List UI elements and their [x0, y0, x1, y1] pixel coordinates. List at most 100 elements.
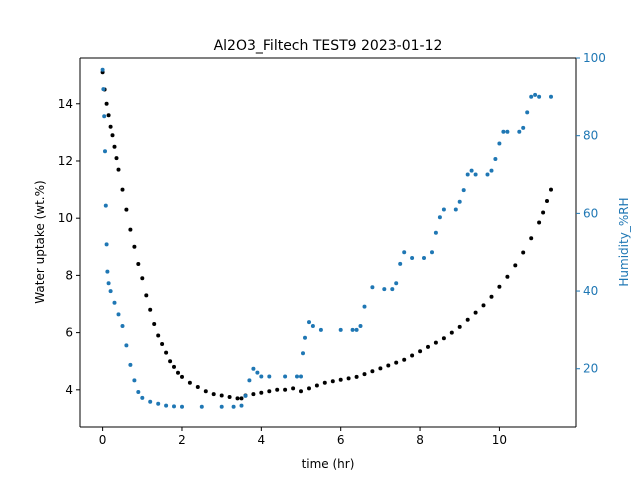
- water-uptake-point: [418, 349, 423, 354]
- water-uptake-point: [104, 101, 109, 106]
- water-uptake-point: [172, 364, 176, 369]
- humidity-point: [501, 129, 506, 134]
- humidity-point: [307, 320, 311, 325]
- water-uptake-point: [521, 250, 526, 255]
- humidity-point: [106, 281, 111, 286]
- humidity-point: [136, 390, 141, 394]
- humidity-point: [485, 172, 490, 177]
- humidity-point: [457, 199, 462, 204]
- water-uptake-point: [410, 353, 415, 358]
- y-right-tick-label: 40: [583, 284, 598, 298]
- humidity-point: [247, 378, 252, 383]
- water-uptake-point: [541, 210, 546, 215]
- water-uptake-point: [386, 363, 391, 368]
- water-uptake-point: [307, 386, 311, 391]
- water-uptake-point: [251, 392, 256, 397]
- x-axis-title: time (hr): [302, 457, 355, 471]
- water-uptake-point: [124, 207, 129, 212]
- water-uptake-point: [465, 317, 470, 322]
- x-tick-label: 8: [416, 433, 424, 447]
- water-uptake-point: [259, 390, 264, 395]
- water-uptake-point: [473, 310, 478, 315]
- humidity-point: [303, 335, 307, 340]
- humidity-point: [537, 94, 542, 99]
- y-right-tick-label: 60: [583, 206, 598, 220]
- humidity-point: [441, 207, 446, 212]
- water-uptake-point: [426, 344, 430, 349]
- y-left-tick-label: 8: [65, 268, 73, 282]
- water-uptake-point: [402, 357, 407, 362]
- x-axis-ticks: 0 2 4 6 8 10: [99, 427, 507, 447]
- humidity-point: [433, 230, 438, 235]
- humidity-point: [299, 374, 303, 379]
- water-uptake-point: [497, 284, 502, 289]
- y-right-axis-ticks: 20 40 60 80 100: [576, 51, 606, 376]
- water-uptake-point: [457, 324, 462, 329]
- humidity-point: [402, 250, 407, 255]
- chart-title: Al2O3_Filtech TEST9 2023-01-12: [214, 38, 443, 54]
- humidity-point: [251, 366, 256, 371]
- x-tick-label: 0: [99, 433, 107, 447]
- humidity-point: [362, 304, 367, 309]
- water-uptake-series: [100, 70, 553, 401]
- humidity-point: [132, 378, 137, 383]
- y-left-tick-label: 4: [65, 383, 73, 397]
- x-tick-label: 10: [492, 433, 507, 447]
- humidity-point: [338, 327, 343, 332]
- water-uptake-point: [180, 374, 184, 379]
- humidity-point: [398, 261, 403, 266]
- humidity-point: [108, 289, 113, 294]
- humidity-point: [267, 374, 272, 379]
- humidity-point: [103, 149, 107, 154]
- humidity-point: [104, 242, 109, 247]
- water-uptake-point: [239, 396, 244, 401]
- water-uptake-point: [513, 263, 518, 268]
- humidity-point: [239, 403, 244, 408]
- y-left-axis-ticks: 4 6 8 10 12 14: [58, 97, 80, 397]
- water-uptake-point: [106, 113, 111, 118]
- humidity-point: [382, 287, 387, 292]
- humidity-point: [231, 404, 236, 409]
- axes-frame: [79, 57, 577, 428]
- water-uptake-point: [362, 372, 367, 377]
- water-uptake-point: [330, 379, 335, 384]
- water-uptake-point: [235, 396, 240, 401]
- water-uptake-point: [144, 293, 149, 298]
- water-uptake-point: [116, 167, 121, 172]
- water-uptake-point: [114, 156, 119, 161]
- humidity-point: [422, 256, 426, 260]
- water-uptake-point: [160, 342, 165, 346]
- water-uptake-point: [108, 124, 113, 129]
- humidity-point: [255, 370, 260, 375]
- x-tick-label: 4: [258, 433, 266, 447]
- water-uptake-point: [112, 144, 117, 149]
- humidity-point: [100, 67, 105, 72]
- humidity-point: [318, 327, 323, 332]
- humidity-point: [394, 281, 399, 286]
- water-uptake-point: [203, 389, 208, 394]
- humidity-point: [172, 404, 176, 409]
- water-uptake-point: [168, 359, 173, 364]
- water-uptake-point: [314, 383, 319, 388]
- water-uptake-point: [275, 387, 280, 392]
- water-uptake-point: [529, 236, 534, 241]
- humidity-point: [473, 172, 478, 177]
- humidity-point: [437, 215, 442, 220]
- humidity-point: [103, 203, 108, 208]
- humidity-point: [549, 94, 553, 99]
- x-tick-label: 2: [178, 433, 186, 447]
- humidity-point: [199, 404, 204, 409]
- water-uptake-point: [136, 262, 141, 266]
- humidity-point: [140, 395, 145, 400]
- water-uptake-point: [481, 303, 486, 308]
- x-tick-label: 6: [337, 433, 345, 447]
- humidity-point: [521, 125, 526, 130]
- water-uptake-point: [128, 227, 133, 232]
- water-uptake-point: [346, 376, 351, 381]
- humidity-point: [283, 374, 288, 379]
- water-uptake-point: [291, 386, 296, 391]
- y-left-tick-label: 14: [58, 97, 73, 111]
- humidity-point: [259, 374, 264, 379]
